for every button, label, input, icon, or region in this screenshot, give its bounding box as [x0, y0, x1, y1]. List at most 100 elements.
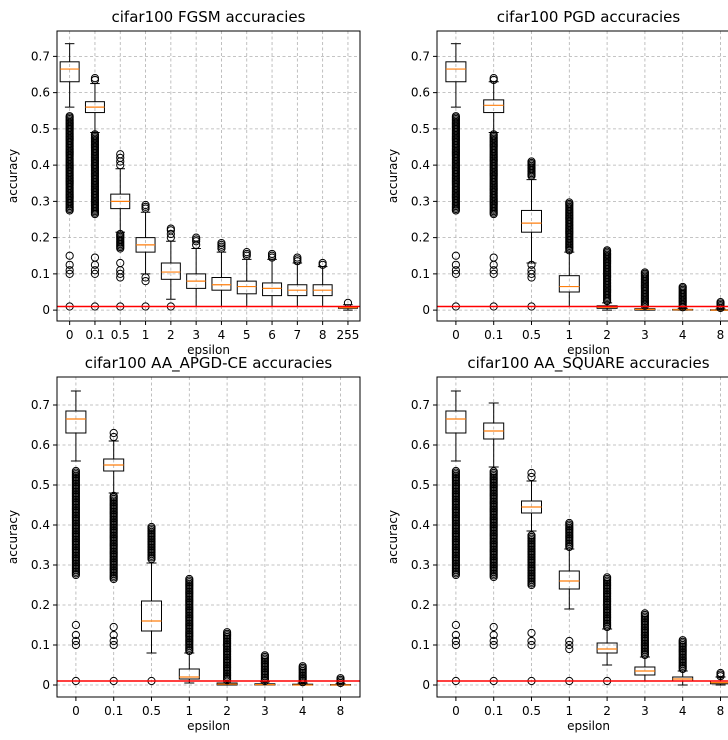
flier-point [678, 636, 687, 645]
flier-point [147, 522, 156, 532]
x-tick-label: 2 [603, 704, 611, 718]
x-tick-label: 6 [268, 328, 276, 342]
flier-point [451, 636, 460, 646]
chart-panel-3: 0 0.1 0.2 0.3 0.4 0.5 0.6 0.7 0 0.1 0.5 1 2 3 4 8 cifar1… [386, 354, 728, 733]
flier-point [223, 628, 232, 637]
y-tick-label: 0 [42, 303, 50, 317]
y-tick-label: 0.7 [411, 49, 430, 63]
flier-point [293, 253, 302, 262]
plot-frame [436, 30, 728, 322]
y-tick-label: 0 [42, 678, 50, 692]
flier-point [640, 268, 650, 277]
box-0.5 [110, 150, 131, 311]
flier-point [451, 269, 460, 278]
flier-point [451, 251, 460, 260]
box-2 [160, 224, 181, 311]
flier-point [242, 248, 251, 257]
y-tick-label: 0.1 [31, 638, 50, 652]
flier-point [90, 266, 100, 275]
flier-point [90, 253, 100, 262]
x-tick-label: 0 [452, 328, 460, 342]
flier-point [141, 273, 150, 282]
chart-title: cifar100 AA_APGD-CE accuracies [85, 354, 333, 373]
y-axis-label: accuracy [386, 510, 400, 564]
flier-point [90, 130, 100, 139]
box-3 [634, 609, 656, 682]
box-3 [634, 268, 656, 311]
flier-point [678, 282, 687, 292]
flier-point [65, 251, 74, 260]
box-4 [292, 662, 314, 687]
box-2 [596, 246, 618, 311]
box-0 [445, 390, 467, 686]
x-tick-label: 1 [565, 328, 573, 342]
flier-point [141, 277, 150, 286]
chart-panel-1: 0 0.1 0.2 0.3 0.4 0.5 0.6 0.7 0 0.1 0.5 1 2 3 4 8 cifar1… [386, 8, 728, 357]
flier-point [116, 258, 125, 268]
x-tick-label: 255 [336, 328, 359, 342]
box-iqr [160, 262, 181, 280]
chart-panel-2: 0 0.1 0.2 0.3 0.4 0.5 0.6 0.7 0 0.1 0.5 1 2 3 4 8 cifar1… [6, 354, 361, 733]
y-tick-label: 0.7 [31, 49, 50, 63]
chart-title: cifar100 FGSM accuracies [112, 8, 306, 26]
x-tick-label: 1 [142, 328, 150, 342]
flier-point [640, 609, 650, 618]
plot-area [437, 31, 728, 321]
x-tick-label: 2 [167, 328, 175, 342]
plot-frame [56, 376, 361, 698]
flier-point [565, 644, 574, 654]
flier-point [489, 630, 498, 640]
plot-frame [56, 30, 361, 322]
x-tick-label: 8 [717, 328, 725, 342]
flier-point [565, 518, 574, 528]
x-tick-label: 0 [66, 328, 74, 342]
box-4 [672, 636, 694, 686]
box-1 [135, 200, 156, 311]
flier-point [109, 432, 118, 442]
flier-point [451, 640, 460, 650]
box-1 [558, 518, 580, 686]
y-tick-label: 0.3 [31, 558, 50, 572]
flier-point [109, 630, 118, 640]
y-tick-label: 0.4 [31, 518, 50, 532]
plot-area [57, 31, 360, 321]
flier-point [71, 620, 81, 630]
x-tick-label: 4 [679, 328, 687, 342]
y-tick-label: 0.1 [411, 638, 430, 652]
box-0.1 [103, 428, 125, 686]
flier-point [109, 636, 118, 646]
x-axis-label: epsilon [567, 343, 610, 357]
flier-point [527, 472, 536, 482]
y-tick-label: 0.6 [411, 438, 430, 452]
x-axis-label: epsilon [187, 343, 230, 357]
flier-point [716, 668, 725, 678]
y-tick-label: 0.2 [411, 598, 430, 612]
flier-point [489, 636, 498, 646]
x-tick-label: 2 [223, 704, 231, 718]
box-4 [211, 238, 232, 307]
y-tick-label: 0 [422, 303, 430, 317]
box-8 [710, 298, 728, 313]
y-tick-label: 0.4 [411, 158, 430, 172]
box-0.1 [84, 74, 105, 311]
y-tick-label: 0.7 [31, 398, 50, 412]
flier-point [527, 157, 536, 166]
x-tick-label: 3 [641, 328, 649, 342]
box-8 [312, 258, 333, 307]
y-axis-label: accuracy [6, 510, 20, 564]
x-tick-label: 3 [641, 704, 649, 718]
y-tick-label: 0.2 [31, 598, 50, 612]
flier-point [65, 269, 74, 278]
x-tick-label: 4 [218, 328, 226, 342]
x-axis-label: epsilon [187, 719, 230, 733]
y-tick-label: 0.3 [411, 194, 430, 208]
x-tick-label: 0.5 [522, 704, 541, 718]
flier-point [298, 662, 307, 671]
flier-point [141, 200, 150, 210]
x-tick-label: 0.5 [142, 704, 161, 718]
flier-point [109, 640, 118, 650]
flier-point [489, 266, 498, 275]
flier-point [565, 640, 574, 650]
flier-point [527, 260, 536, 269]
box-1 [178, 574, 200, 684]
